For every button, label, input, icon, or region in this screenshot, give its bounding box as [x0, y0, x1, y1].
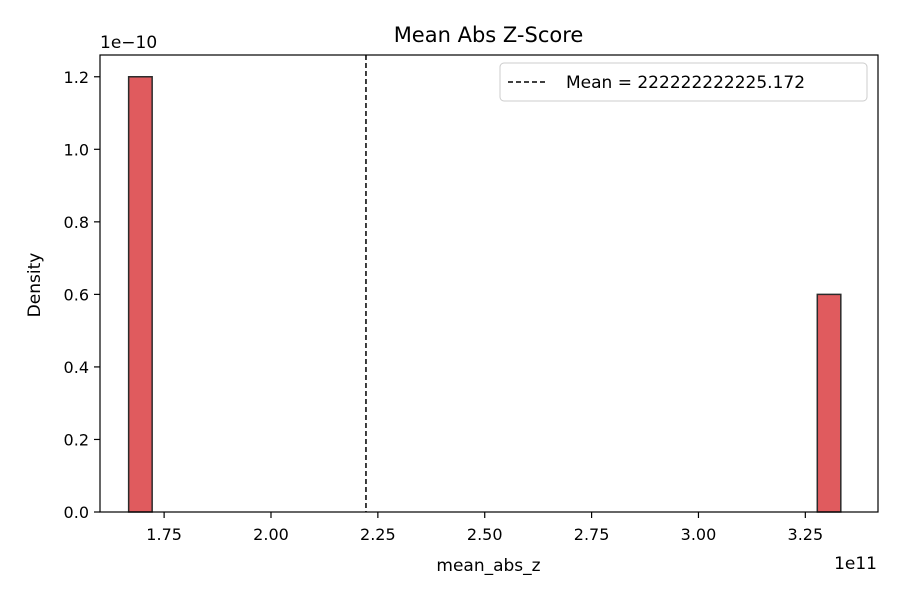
- legend-mean-label: Mean = 222222222225.172: [566, 73, 805, 93]
- y-tick-label: 0.8: [64, 213, 89, 232]
- y-tick-label: 1.0: [64, 140, 89, 159]
- y-tick-label: 0.4: [64, 358, 89, 377]
- x-tick-label: 2.50: [467, 525, 503, 544]
- y-tick-label: 1.2: [64, 68, 89, 87]
- y-tick-label: 0.0: [64, 503, 89, 522]
- x-tick-label: 2.25: [360, 525, 396, 544]
- legend-box: [499, 62, 868, 102]
- histogram-bar: [127, 76, 153, 513]
- x-axis-label: mean_abs_z: [436, 556, 540, 576]
- chart-title: Mean Abs Z-Score: [394, 23, 584, 47]
- x-ticks-group: 1.75 2.00 2.25 2.50 2.75 3.00 3.25: [146, 512, 823, 544]
- y-axis-label: Density: [25, 253, 45, 318]
- y-ticks-group: 0.0 0.2 0.4 0.6 0.8 1.0 1.2: [64, 68, 100, 522]
- x-tick-label: 1.75: [146, 525, 182, 544]
- x-tick-label: 2.00: [253, 525, 289, 544]
- y-tick-label: 0.2: [64, 430, 89, 449]
- histogram-bar: [816, 293, 842, 513]
- x-tick-label: 3.25: [788, 525, 824, 544]
- plot-frame: [99, 54, 879, 513]
- x-axis-offset-label: 1e11: [834, 554, 877, 574]
- bars-group: [127, 76, 842, 513]
- x-tick-label: 3.00: [681, 525, 717, 544]
- y-axis-offset-label: 1e−10: [100, 33, 157, 53]
- x-tick-label: 2.75: [574, 525, 610, 544]
- y-tick-label: 0.6: [64, 285, 89, 304]
- legend: Mean = 222222222225.172: [499, 62, 868, 102]
